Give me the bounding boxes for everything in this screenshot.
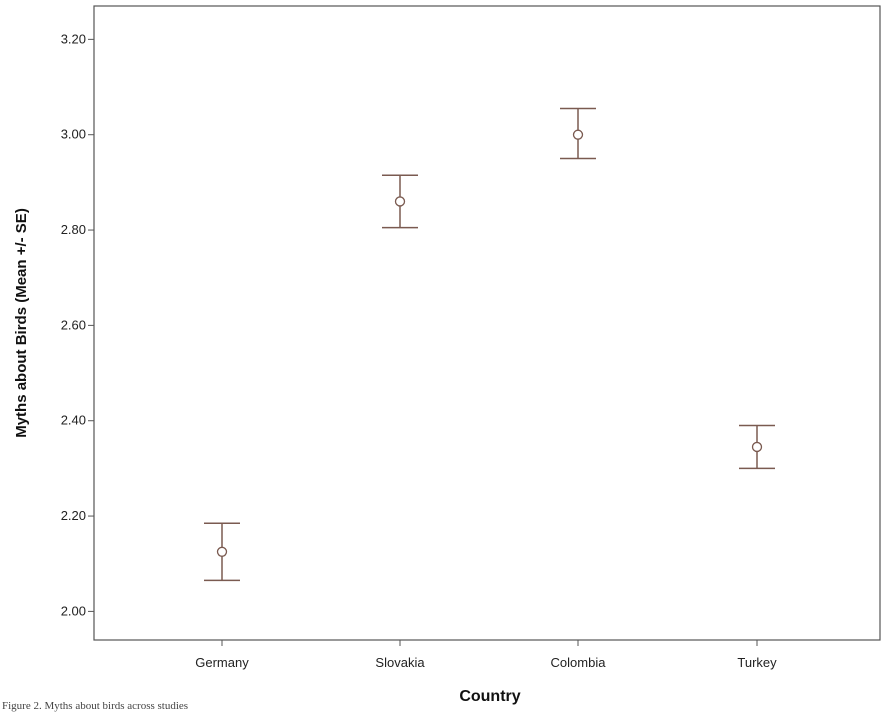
y-tick-label: 2.40: [61, 413, 86, 428]
y-tick-label: 3.00: [61, 127, 86, 142]
y-tick-label: 2.20: [61, 508, 86, 523]
mean-point: [572, 129, 584, 140]
x-axis-title: Country: [459, 688, 520, 705]
y-axis: 2.00 2.20 2.40 2.60 2.80 3.00 3.20: [61, 31, 94, 618]
y-tick-label: 2.80: [61, 222, 86, 237]
figure-caption: Figure 2. Myths about birds across studi…: [2, 700, 189, 712]
y-axis-title: Myths about Birds (Mean +/- SE): [13, 208, 30, 438]
error-bar-group: [382, 174, 418, 229]
x-tick-label: Turkey: [737, 655, 777, 670]
x-tick-label: Germany: [195, 655, 249, 670]
error-bar-group: [204, 522, 240, 582]
mean-point: [394, 196, 406, 207]
mean-point: [751, 441, 763, 453]
data-marks: [204, 107, 775, 582]
plot-frame: [93, 5, 881, 641]
y-tick-label: 2.00: [61, 603, 86, 618]
mean-point: [216, 546, 228, 557]
y-tick-label: 3.20: [61, 31, 86, 46]
error-bar-group: [739, 424, 775, 470]
y-tick-label: 2.60: [61, 317, 86, 332]
x-tick-label: Colombia: [551, 655, 607, 670]
x-tick-label: Slovakia: [375, 655, 425, 670]
error-bar-group: [560, 107, 596, 160]
x-axis: Germany Slovakia Colombia Turkey: [195, 640, 777, 670]
